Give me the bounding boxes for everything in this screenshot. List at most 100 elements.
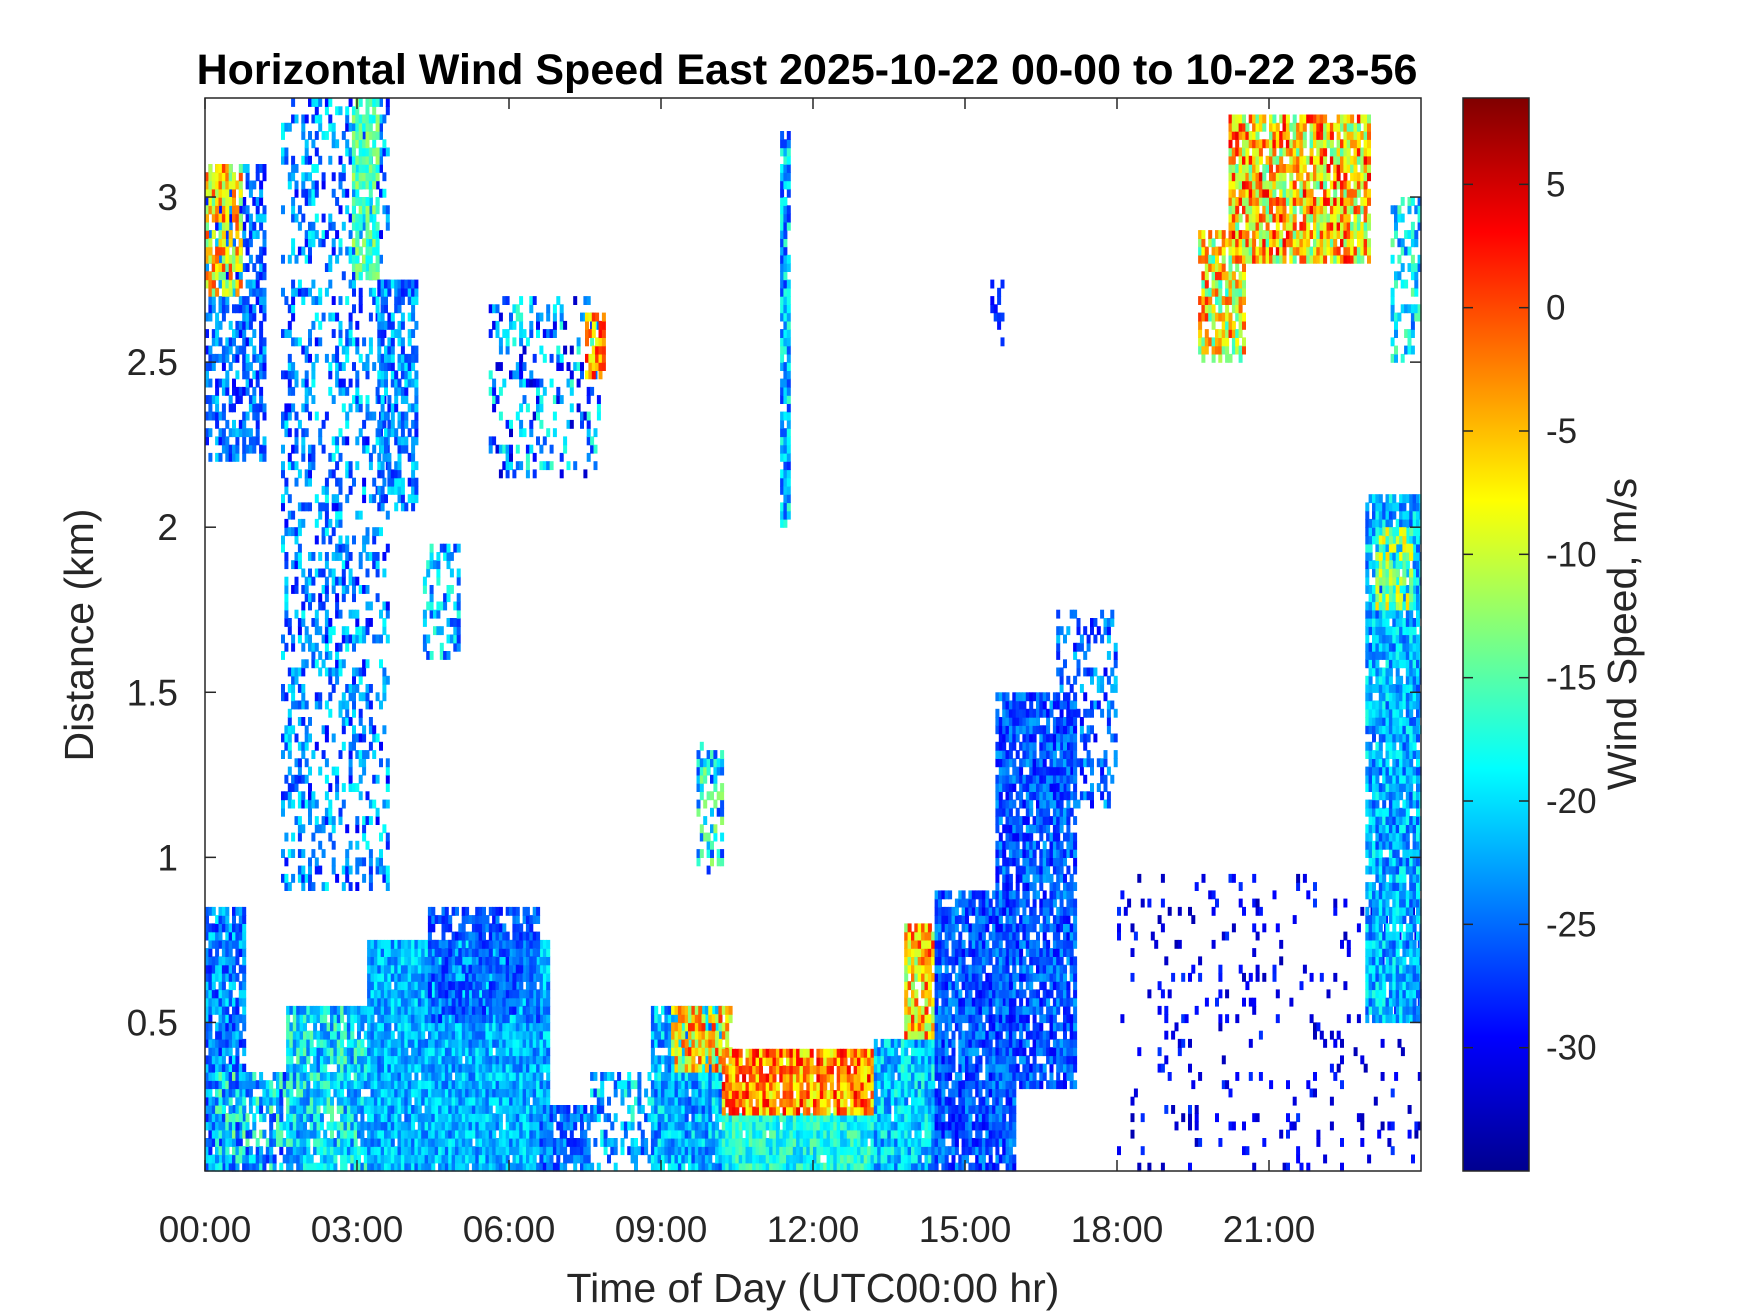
heatmap-cell [431, 1121, 436, 1131]
heatmap-cell [414, 1146, 419, 1156]
heatmap-cell [485, 1113, 490, 1123]
heatmap-cell [451, 948, 456, 957]
heatmap-cell [475, 1105, 480, 1114]
heatmap-cell [343, 1047, 348, 1057]
heatmap-cell [613, 1113, 618, 1123]
heatmap-cell [303, 1005, 307, 1015]
heatmap-cell [242, 1096, 247, 1106]
heatmap-cell [353, 1138, 358, 1147]
heatmap-cell [941, 948, 946, 957]
heatmap-cell [414, 1129, 419, 1139]
heatmap-cell [823, 1090, 828, 1099]
heatmap-cell [512, 923, 517, 933]
heatmap-cell [485, 1129, 490, 1139]
heatmap-cell [488, 906, 493, 916]
heatmap-cell [867, 1057, 872, 1066]
heatmap-cell [380, 989, 385, 999]
heatmap-cell [303, 1129, 307, 1139]
heatmap-cell [657, 1022, 662, 1032]
heatmap-cell [748, 1057, 753, 1066]
heatmap-cell [373, 1105, 378, 1114]
heatmap-cell [958, 1022, 963, 1032]
heatmap-cell [363, 1063, 368, 1073]
heatmap-cell [438, 948, 443, 957]
heatmap-cell [211, 1096, 216, 1106]
heatmap-cell [961, 964, 966, 974]
heatmap-cell [988, 997, 993, 1007]
heatmap-cell [515, 972, 520, 982]
heatmap-cell [221, 1030, 226, 1040]
heatmap-cell [765, 1146, 770, 1156]
heatmap-cell [762, 1081, 767, 1091]
heatmap-cell [914, 939, 919, 949]
heatmap-cell [242, 1022, 247, 1032]
heatmap-cell [387, 1162, 392, 1172]
heatmap-cell [458, 1129, 463, 1139]
heatmap-cell [546, 972, 551, 982]
heatmap-cell [965, 1080, 969, 1090]
heatmap-cell [684, 1121, 689, 1131]
heatmap-cell [539, 956, 544, 966]
heatmap-cell [448, 1055, 453, 1065]
heatmap-cell [465, 997, 470, 1007]
heatmap-cell [390, 1005, 395, 1015]
heatmap-cell [883, 1080, 888, 1090]
heatmap-cell [772, 1162, 777, 1172]
heatmap-cell [340, 1072, 345, 1081]
heatmap-cell [235, 997, 240, 1007]
heatmap-cell [502, 1072, 507, 1081]
heatmap-cell [684, 1005, 689, 1015]
heatmap-cell [373, 981, 378, 991]
heatmap-cell [762, 1121, 767, 1131]
heatmap-cell [907, 1038, 912, 1048]
heatmap-cell [441, 939, 446, 949]
heatmap-cell [782, 1073, 787, 1083]
heatmap-cell [657, 1129, 662, 1139]
heatmap-cell [961, 1121, 966, 1131]
heatmap-cell [917, 1154, 922, 1164]
heatmap-cell [846, 1048, 851, 1058]
heatmap-cell [981, 1162, 986, 1172]
heatmap-cell [404, 997, 409, 1007]
heatmap-cell [303, 1014, 307, 1024]
heatmap-cell [367, 1154, 372, 1164]
heatmap-cell [532, 956, 537, 966]
heatmap-cell [286, 1014, 291, 1024]
heatmap-cell [853, 1048, 858, 1058]
heatmap-cell [735, 1090, 740, 1099]
heatmap-cell [373, 1063, 378, 1073]
heatmap-cell [681, 1129, 686, 1139]
heatmap-cell [887, 1096, 892, 1106]
heatmap-cell [215, 1162, 220, 1172]
heatmap-cell [552, 1138, 557, 1147]
heatmap-cell [299, 1022, 304, 1032]
heatmap-cell [286, 1096, 291, 1106]
heatmap-cell [286, 1072, 291, 1081]
heatmap-cell [424, 1047, 429, 1057]
heatmap-cell [444, 964, 449, 974]
heatmap-cell [515, 1047, 520, 1057]
heatmap-cell [863, 1129, 868, 1139]
heatmap-cell [786, 1048, 790, 1058]
heatmap-cell [397, 972, 402, 982]
heatmap-cell [951, 1138, 956, 1147]
heatmap-cell [650, 1146, 655, 1156]
heatmap-cell [563, 1138, 568, 1147]
heatmap-cell [802, 1090, 807, 1099]
heatmap-cell [215, 1146, 220, 1156]
heatmap-cell [985, 1105, 990, 1114]
heatmap-cell [411, 1080, 416, 1090]
heatmap-cell [205, 931, 209, 941]
heatmap-cell [532, 915, 537, 924]
heatmap-cell [610, 1138, 615, 1147]
heatmap-cell [208, 1088, 213, 1098]
heatmap-cell [515, 1138, 520, 1147]
heatmap-cell [509, 1014, 514, 1024]
heatmap-cell [975, 1047, 980, 1057]
heatmap-cell [765, 1106, 770, 1116]
heatmap-cell [539, 1030, 544, 1040]
heatmap-cell [451, 939, 456, 949]
heatmap-cell [232, 964, 236, 974]
heatmap-cell [211, 1080, 216, 1090]
heatmap-cell [526, 1088, 530, 1098]
